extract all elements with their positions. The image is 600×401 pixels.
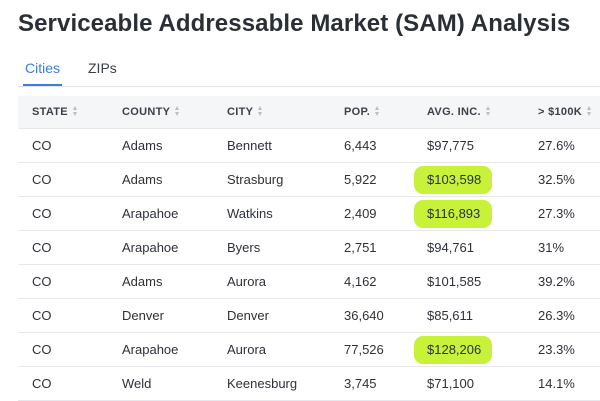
cell-state: CO	[32, 206, 52, 221]
cell-over-100k: 26.3%	[538, 308, 575, 323]
sort-icon	[258, 106, 263, 116]
cell-city: Aurora	[227, 342, 267, 357]
cell-city: Watkins	[227, 206, 273, 221]
cell-state: CO	[32, 342, 52, 357]
cell-pop: 3,745	[344, 376, 377, 391]
cell-avg-inc: $116,893	[427, 206, 481, 221]
cell-city: Denver	[227, 308, 269, 323]
cell-over-100k: 39.2%	[538, 274, 575, 289]
cell-state: CO	[32, 240, 52, 255]
cell-over-100k: 32.5%	[538, 172, 575, 187]
column-header-over-100k[interactable]: > $100K	[538, 106, 591, 118]
cell-pop: 2,409	[344, 206, 377, 221]
cell-pop: 77,526	[344, 342, 384, 357]
column-header-city[interactable]: CITY	[227, 106, 263, 118]
sort-icon	[72, 106, 77, 116]
highlight-marker	[414, 336, 492, 364]
cell-state: CO	[32, 138, 52, 153]
sort-icon	[375, 106, 380, 116]
cell-county: Weld	[122, 376, 152, 391]
column-header-county[interactable]: COUNTY	[122, 106, 180, 118]
sam-table: STATE COUNTY CITY POP. AVG. INC. > $100K…	[18, 96, 600, 401]
cell-pop: 36,640	[344, 308, 384, 323]
cell-county: Adams	[122, 274, 163, 289]
column-header-pop[interactable]: POP.	[344, 106, 380, 118]
cell-county: Adams	[122, 138, 163, 153]
table-row: CO Weld Keenesburg 3,745 $71,100 14.1%	[18, 367, 600, 401]
cell-pop: 4,162	[344, 274, 377, 289]
cell-over-100k: 27.3%	[538, 206, 575, 221]
cell-city: Keenesburg	[227, 376, 298, 391]
cell-avg-inc: $94,761	[427, 240, 474, 255]
cell-avg-inc: $128,206	[427, 342, 482, 357]
cell-state: CO	[32, 172, 52, 187]
sort-icon	[175, 106, 180, 116]
cell-county: Arapahoe	[122, 342, 179, 357]
cell-over-100k: 23.3%	[538, 342, 575, 357]
cell-pop: 2,751	[344, 240, 377, 255]
cell-city: Strasburg	[227, 172, 284, 187]
table-row: CO Adams Aurora 4,162 $101,585 39.2%	[18, 265, 600, 299]
cell-over-100k: 31%	[538, 240, 565, 255]
page-title: Serviceable Addressable Market (SAM) Ana…	[18, 10, 571, 37]
table-row: CO Arapahoe Byers 2,751 $94,761 31%	[18, 231, 600, 265]
cell-avg-inc: $97,775	[427, 138, 474, 153]
cell-city: Byers	[227, 240, 261, 255]
table-row: CO Arapahoe Aurora 77,526 $128,206 23.3%	[18, 333, 600, 367]
table-row: CO Denver Denver 36,640 $85,611 26.3%	[18, 299, 600, 333]
cell-over-100k: 27.6%	[538, 138, 575, 153]
cell-city: Aurora	[227, 274, 267, 289]
table-row: CO Adams Bennett 6,443 $97,775 27.6%	[18, 129, 600, 163]
cell-city: Bennett	[227, 138, 272, 153]
column-header-state[interactable]: STATE	[32, 106, 77, 118]
cell-avg-inc: $101,585	[427, 274, 482, 289]
cell-avg-inc: $103,598	[427, 172, 482, 187]
cell-state: CO	[32, 308, 52, 323]
cell-county: Arapahoe	[122, 206, 179, 221]
cell-state: CO	[32, 274, 52, 289]
tab-zips[interactable]: ZIPs	[88, 60, 117, 76]
table-header: STATE COUNTY CITY POP. AVG. INC. > $100K	[18, 96, 600, 129]
highlight-marker	[414, 166, 492, 194]
sort-icon	[587, 106, 591, 116]
table-row: CO Adams Strasburg 5,922 $103,598 32.5%	[18, 163, 600, 197]
cell-over-100k: 14.1%	[538, 376, 575, 391]
tab-cities[interactable]: Cities	[23, 60, 63, 86]
highlight-marker	[414, 200, 492, 228]
cell-county: Adams	[122, 172, 163, 187]
cell-pop: 6,443	[344, 138, 377, 153]
cell-county: Arapahoe	[122, 240, 179, 255]
cell-avg-inc: $85,611	[427, 308, 474, 323]
table-row: CO Arapahoe Watkins 2,409 $116,893 27.3%	[18, 197, 600, 231]
tab-bar: Cities ZIPs	[18, 56, 600, 87]
cell-state: CO	[32, 376, 52, 391]
cell-pop: 5,922	[344, 172, 377, 187]
cell-avg-inc: $71,100	[427, 376, 474, 391]
cell-county: Denver	[122, 308, 164, 323]
column-header-avg-inc[interactable]: AVG. INC.	[427, 106, 490, 118]
sort-icon	[485, 106, 490, 116]
